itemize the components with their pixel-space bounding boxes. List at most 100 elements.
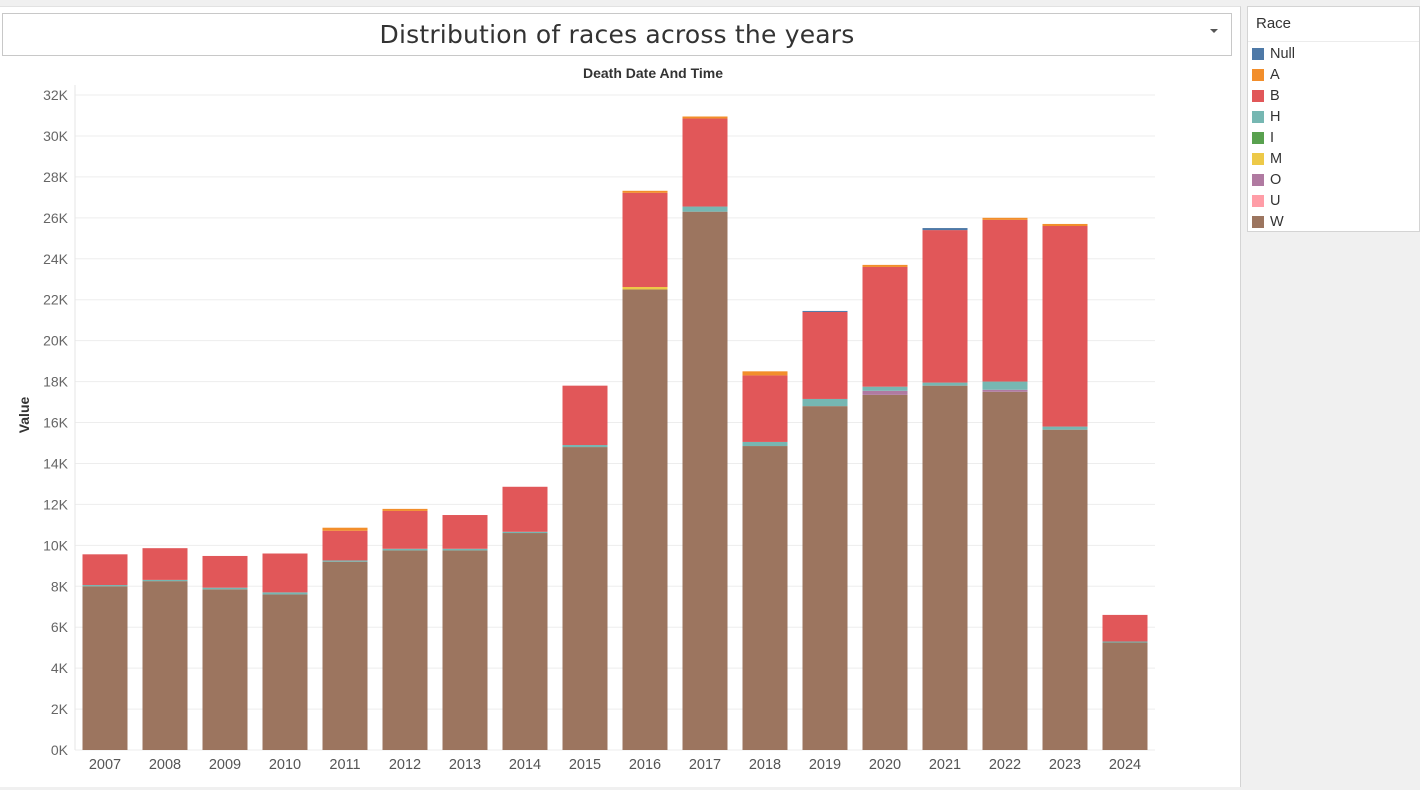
- legend-swatch: [1252, 111, 1264, 123]
- x-tick-label: 2015: [569, 757, 601, 773]
- bar-segment-2020-h: [862, 386, 908, 391]
- legend-label: B: [1270, 88, 1280, 104]
- y-tick-label: 14K: [43, 455, 69, 471]
- legend-label: Null: [1270, 46, 1295, 62]
- legend-item-u[interactable]: U: [1248, 191, 1419, 212]
- title-box: Distribution of races across the years: [2, 13, 1232, 56]
- legend-swatch: [1252, 174, 1264, 186]
- legend-swatch: [1252, 153, 1264, 165]
- bar-segment-2009-h: [202, 587, 248, 590]
- y-tick-label: 24K: [43, 251, 69, 267]
- legend-label: M: [1270, 151, 1283, 167]
- bar-segment-2012-w: [382, 550, 428, 750]
- bar-segment-2021-b: [922, 230, 968, 383]
- bar-segment-2022-h: [982, 381, 1028, 390]
- bar-segment-2022-w: [982, 391, 1028, 750]
- bar-segment-2012-h: [382, 548, 428, 551]
- x-tick-label: 2011: [329, 757, 360, 773]
- x-tick-label: 2020: [869, 757, 901, 773]
- bar-segment-2019-null: [802, 310, 848, 312]
- bar-segment-2008-b: [142, 548, 188, 580]
- x-tick-label: 2017: [689, 757, 721, 773]
- legend-item-o[interactable]: O: [1248, 170, 1419, 191]
- bar-segment-2017-a: [682, 116, 728, 119]
- bar-segment-2024-b: [1102, 614, 1148, 642]
- bar-segment-2021-h: [922, 382, 968, 386]
- bar-segment-2023-w: [1042, 429, 1088, 750]
- x-tick-label: 2013: [449, 757, 481, 773]
- legend-label: H: [1270, 109, 1281, 125]
- bar-segment-2020-o: [862, 390, 908, 395]
- bar-segment-2017-h: [682, 206, 728, 212]
- bar-segment-2019-w: [802, 406, 848, 750]
- y-tick-label: 6K: [51, 619, 69, 635]
- legend-item-a[interactable]: A: [1248, 65, 1419, 86]
- bar-segment-2020-b: [862, 266, 908, 387]
- legend-swatch: [1252, 48, 1264, 60]
- x-tick-label: 2021: [929, 757, 961, 773]
- legend-swatch: [1252, 195, 1264, 207]
- bar-segment-2007-h: [82, 585, 128, 587]
- y-tick-label: 4K: [51, 660, 69, 676]
- x-tick-label: 2022: [989, 757, 1021, 773]
- legend-swatch: [1252, 69, 1264, 81]
- legend-item-b[interactable]: B: [1248, 86, 1419, 107]
- bar-segment-2011-b: [322, 530, 368, 561]
- bar-segment-2009-w: [202, 589, 248, 750]
- bar-segment-2024-w: [1102, 642, 1148, 750]
- bar-segment-2011-h: [322, 560, 368, 562]
- x-tick-label: 2008: [149, 757, 181, 773]
- bar-segment-2022-a: [982, 217, 1028, 220]
- legend-item-h[interactable]: H: [1248, 107, 1419, 128]
- bar-segment-2023-a: [1042, 223, 1088, 226]
- legend-title: Race: [1248, 7, 1419, 42]
- bar-segment-2013-h: [442, 548, 488, 551]
- bar-segment-2018-w: [742, 446, 788, 750]
- bar-segment-2022-o: [982, 389, 1028, 392]
- legend-label: O: [1270, 172, 1282, 188]
- bar-segment-2017-b: [682, 118, 728, 207]
- bar-segment-2021-null: [922, 228, 968, 231]
- x-tick-label: 2012: [389, 757, 421, 773]
- bar-segment-2010-w: [262, 594, 308, 750]
- bar-segment-2015-b: [562, 385, 608, 446]
- x-tick-label: 2016: [629, 757, 661, 773]
- bar-segment-2014-h: [502, 531, 548, 534]
- legend-item-w[interactable]: W: [1248, 212, 1419, 233]
- x-tick-label: 2018: [749, 757, 781, 773]
- bar-segment-2016-b: [622, 192, 668, 287]
- bar-segment-2010-b: [262, 553, 308, 593]
- bar-segment-2008-w: [142, 581, 188, 750]
- y-tick-label: 12K: [43, 496, 69, 512]
- legend-swatch: [1252, 90, 1264, 102]
- title-dropdown-icon[interactable]: [1207, 24, 1221, 38]
- x-tick-label: 2007: [89, 757, 121, 773]
- legend-item-null[interactable]: Null: [1248, 44, 1419, 65]
- bar-segment-2016-w: [622, 289, 668, 750]
- bar-segment-2013-b: [442, 515, 488, 549]
- bar-segment-2022-b: [982, 219, 1028, 382]
- legend-label: I: [1270, 130, 1275, 146]
- bar-segment-2020-w: [862, 394, 908, 750]
- legend-item-m[interactable]: M: [1248, 149, 1419, 170]
- legend-label: A: [1270, 67, 1280, 83]
- legend: Race Null A B H I M O U W: [1247, 6, 1420, 232]
- bar-segment-2009-b: [202, 555, 248, 588]
- legend-swatch: [1252, 216, 1264, 228]
- x-tick-label: 2010: [269, 757, 301, 773]
- bar-segment-2015-w: [562, 447, 608, 750]
- y-tick-label: 30K: [43, 128, 69, 144]
- bar-segment-2016-a: [622, 190, 668, 193]
- y-tick-label: 10K: [43, 537, 69, 553]
- y-tick-label: 16K: [43, 415, 69, 431]
- bar-segment-2011-w: [322, 561, 368, 750]
- legend-item-i[interactable]: I: [1248, 128, 1419, 149]
- y-tick-label: 20K: [43, 333, 69, 349]
- bar-segment-2011-a: [322, 527, 368, 531]
- x-tick-label: 2019: [809, 757, 841, 773]
- x-tick-label: 2014: [509, 757, 541, 773]
- y-axis-label: Value: [16, 397, 32, 434]
- bar-segment-2024-h: [1102, 641, 1148, 643]
- y-tick-label: 2K: [51, 701, 69, 717]
- bar-segment-2010-h: [262, 592, 308, 595]
